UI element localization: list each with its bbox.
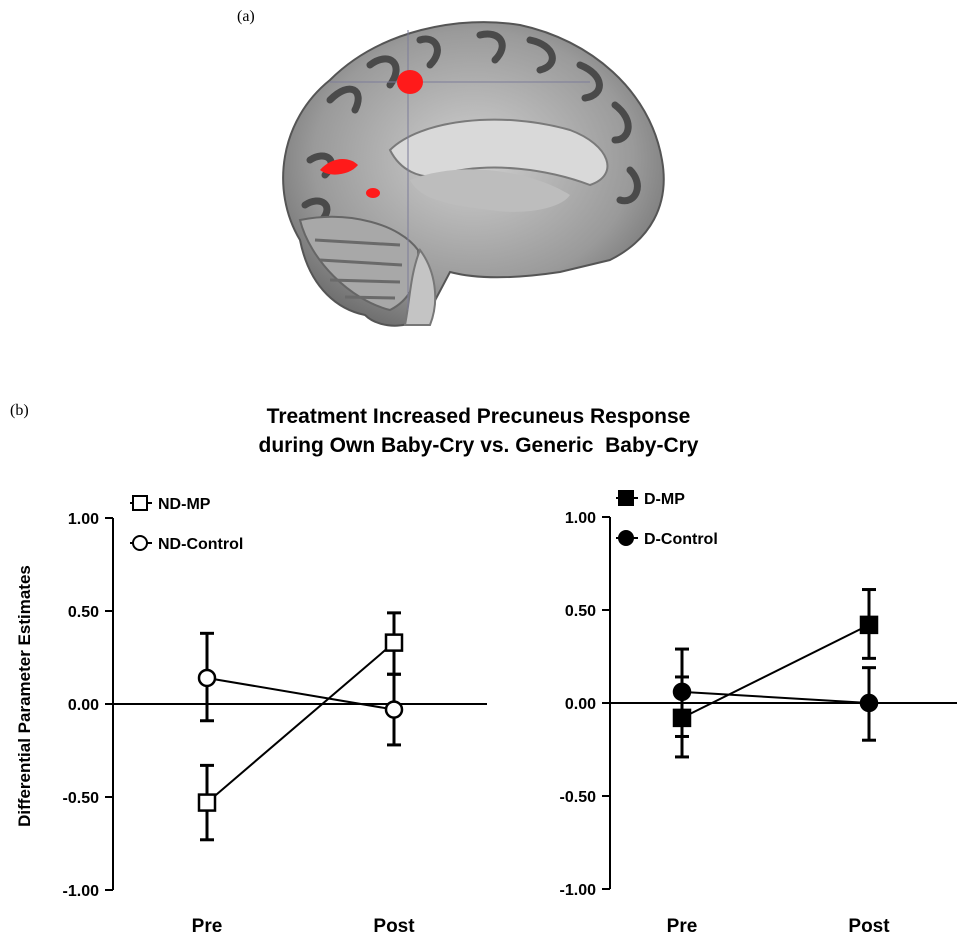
data-point-square <box>197 793 217 812</box>
data-point-square <box>859 615 879 635</box>
y-tick-label: 1.00 <box>565 510 596 527</box>
left-chart: 1.00 0.50 0.00 -0.50 -1.00 Pre Post Differentia… <box>15 495 487 937</box>
x-category-label: Post <box>373 916 415 937</box>
y-tick-label: -1.00 <box>560 882 597 899</box>
legend-marker-circle <box>132 535 148 551</box>
legend-label: ND-MP <box>158 496 211 513</box>
legend-marker-circle <box>618 530 634 546</box>
data-point-circle <box>672 682 692 702</box>
x-category-label: Pre <box>667 916 698 937</box>
legend-marker-square <box>132 495 148 511</box>
panel-a-label: (a) <box>237 8 255 25</box>
chart-title-line1: Treatment Increased Precuneus Response <box>266 405 691 428</box>
y-tick-label: 0.00 <box>68 697 99 714</box>
brain-image <box>282 21 665 327</box>
panel-b-label: (b) <box>10 402 29 419</box>
series-line <box>681 623 870 719</box>
y-tick-label: -1.00 <box>63 883 100 900</box>
chart-title: Treatment Increased Precuneus Response d… <box>0 402 957 460</box>
series-line <box>206 641 395 804</box>
data-point-square <box>672 708 692 728</box>
data-point-square <box>384 633 404 652</box>
data-point-circle <box>859 693 879 713</box>
legend-label: D-MP <box>644 491 685 508</box>
x-category-label: Post <box>848 916 890 937</box>
y-tick-label: 0.50 <box>68 604 99 621</box>
data-point-circle <box>197 668 217 688</box>
y-tick-label: -0.50 <box>560 789 597 806</box>
y-tick-label: -0.50 <box>63 790 100 807</box>
activation-small <box>366 188 380 198</box>
y-tick-label: 0.50 <box>565 603 596 620</box>
y-axis-label: Differential Parameter Estimates <box>15 565 34 827</box>
legend-label: D-Control <box>644 531 718 548</box>
right-chart: 1.00 0.50 0.00 -0.50 -1.00 Pre Post D-MP D-Contr… <box>560 490 957 937</box>
legend-label: ND-Control <box>158 536 243 553</box>
chart-title-line2: during Own Baby-Cry vs. Generic Baby-Cry <box>258 434 699 457</box>
activation-precuneus <box>397 70 423 94</box>
data-point-circle <box>384 700 404 719</box>
y-tick-label: 1.00 <box>68 511 99 528</box>
series-line <box>206 676 395 711</box>
series-line <box>681 690 870 704</box>
y-tick-label: 0.00 <box>565 696 596 713</box>
activation-occipital <box>320 158 358 175</box>
x-category-label: Pre <box>192 916 223 937</box>
legend-marker-square <box>618 490 634 506</box>
